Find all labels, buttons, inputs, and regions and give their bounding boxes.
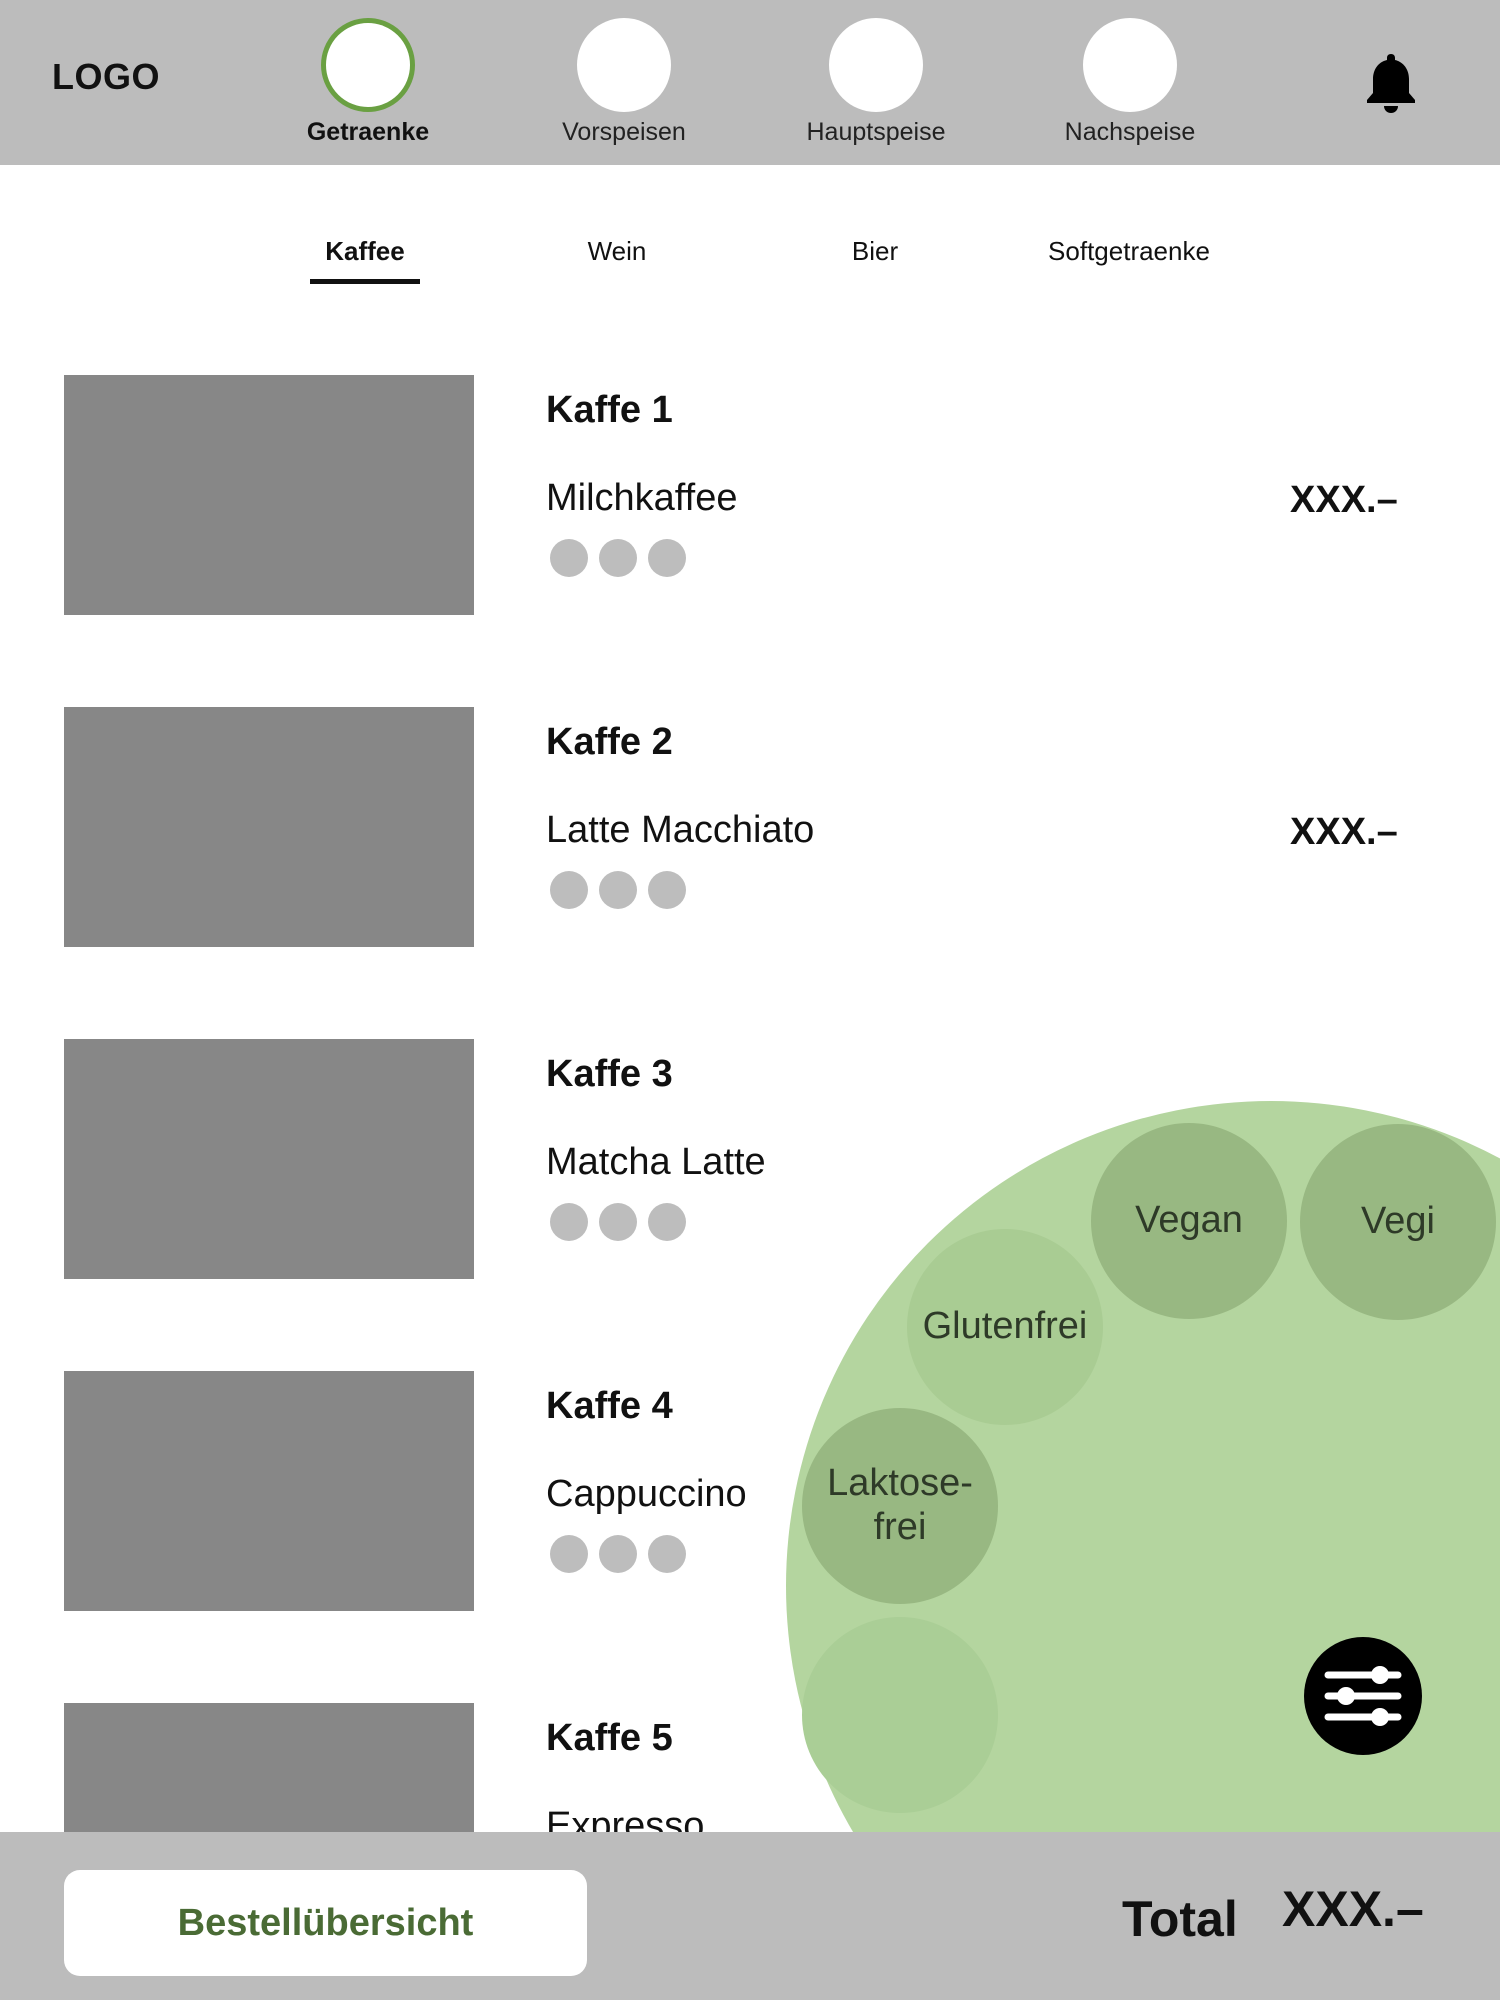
item-name: Kaffe 4	[546, 1385, 673, 1427]
item-description: Milchkaffee	[546, 477, 738, 519]
item-image	[64, 1039, 474, 1279]
tag-dot	[599, 1535, 637, 1573]
item-description: Cappuccino	[546, 1473, 747, 1515]
menu-item[interactable]: Kaffe 3 Matcha Latte XXX.–	[64, 1039, 1464, 1281]
filter-chip-vegi[interactable]: Vegi	[1300, 1124, 1496, 1320]
category-icon	[577, 18, 671, 112]
item-tags	[550, 1203, 686, 1241]
tag-dot	[550, 539, 588, 577]
item-image	[64, 375, 474, 615]
menu-item[interactable]: Kaffe 1 Milchkaffee XXX.–	[64, 375, 1464, 617]
item-tags	[550, 871, 686, 909]
tab-wein[interactable]: Wein	[587, 236, 647, 266]
category-hauptspeise[interactable]: Hauptspeise	[746, 18, 1006, 158]
menu-item[interactable]: Kaffe 2 Latte Macchiato XXX.–	[64, 707, 1464, 949]
total-label: Total	[1122, 1891, 1238, 1947]
item-name: Kaffe 3	[546, 1053, 673, 1095]
total-value: XXX.–	[1282, 1881, 1424, 1937]
bottom-bar: Bestellübersicht Total XXX.–	[0, 1832, 1500, 2000]
category-label: Getraenke	[306, 118, 430, 146]
item-name: Kaffe 5	[546, 1717, 673, 1759]
category-icon	[829, 18, 923, 112]
tag-dot	[599, 1203, 637, 1241]
tag-dot	[648, 1535, 686, 1573]
bell-icon[interactable]	[1364, 52, 1418, 114]
item-name: Kaffe 2	[546, 721, 673, 763]
tag-dot	[648, 1203, 686, 1241]
tag-dot	[550, 871, 588, 909]
category-label: Nachspeise	[1064, 118, 1196, 146]
filter-chip-glutenfrei[interactable]: Glutenfrei	[907, 1229, 1103, 1425]
item-tags	[550, 539, 686, 577]
filter-chip-empty[interactable]	[802, 1617, 998, 1813]
filter-chip-vegan[interactable]: Vegan	[1091, 1123, 1287, 1319]
filter-chip-laktosefrei[interactable]: Laktose- frei	[802, 1408, 998, 1604]
tag-dot	[648, 871, 686, 909]
tag-dot	[599, 539, 637, 577]
menu-item[interactable]: Kaffe 4 Cappuccino XXX.–	[64, 1371, 1464, 1613]
tab-softgetraenke[interactable]: Softgetraenke	[1048, 236, 1210, 266]
category-vorspeisen[interactable]: Vorspeisen	[494, 18, 754, 158]
order-overview-button[interactable]: Bestellübersicht	[64, 1870, 587, 1976]
top-nav-bar: LOGO Getraenke Vorspeisen Hauptspeise Na…	[0, 0, 1500, 165]
category-label: Vorspeisen	[562, 118, 686, 146]
tag-dot	[599, 871, 637, 909]
item-image	[64, 1371, 474, 1611]
item-tags	[550, 1535, 686, 1573]
tab-kaffee[interactable]: Kaffee	[325, 236, 405, 266]
item-description: Latte Macchiato	[546, 809, 815, 851]
tag-dot	[550, 1203, 588, 1241]
tag-dot	[648, 539, 686, 577]
category-label: Hauptspeise	[806, 118, 946, 146]
item-description: Matcha Latte	[546, 1141, 766, 1183]
item-image	[64, 707, 474, 947]
category-nachspeise[interactable]: Nachspeise	[1000, 18, 1260, 158]
tag-dot	[550, 1535, 588, 1573]
logo: LOGO	[52, 56, 160, 97]
item-name: Kaffe 1	[546, 389, 673, 431]
tab-bier[interactable]: Bier	[851, 236, 899, 266]
item-price: XXX.–	[1290, 811, 1398, 853]
item-price: XXX.–	[1290, 479, 1398, 521]
category-icon	[1083, 18, 1177, 112]
active-tab-indicator	[310, 279, 420, 284]
sliders-icon	[1324, 1666, 1402, 1726]
category-getraenke[interactable]: Getraenke	[238, 18, 498, 158]
category-icon	[321, 18, 415, 112]
filter-toggle-button[interactable]	[1304, 1637, 1422, 1755]
